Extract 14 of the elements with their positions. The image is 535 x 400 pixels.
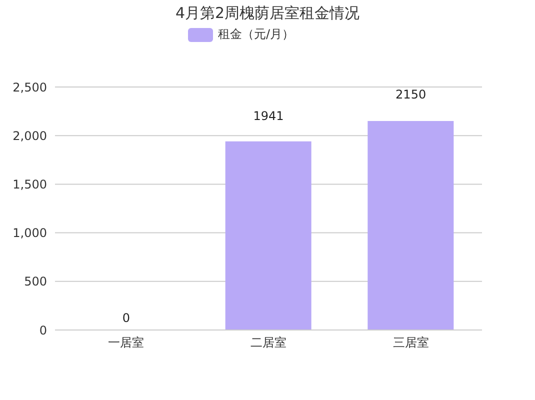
y-tick-label: 2,500 [12, 80, 47, 94]
y-tick-label: 2,000 [12, 128, 47, 143]
y-tick-label: 1,000 [12, 226, 47, 240]
chart-title: 4月第2周槐荫居室租金情况 [174, 4, 361, 23]
x-tick-label: 一居室 [108, 336, 144, 350]
data-label: 1941 [253, 109, 284, 124]
x-tick-label: 三居室 [392, 336, 429, 350]
y-tick-label: 500 [24, 274, 47, 289]
data-label: 2150 [396, 87, 426, 102]
y-tick-label: 0 [39, 323, 47, 338]
data-label: 0 [122, 311, 130, 325]
x-tick-label: 二居室 [250, 336, 286, 350]
legend-label: 租金（元/月） [216, 26, 294, 43]
y-tick-label: 1,500 [12, 177, 47, 192]
